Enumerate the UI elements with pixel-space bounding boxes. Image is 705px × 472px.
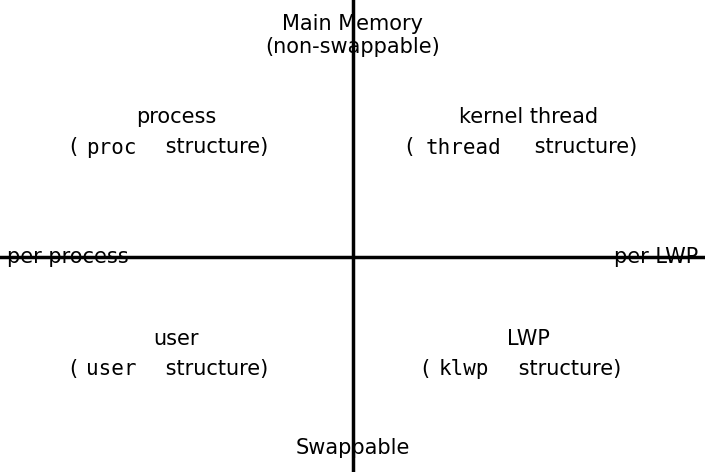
Text: per LWP: per LWP bbox=[613, 247, 698, 267]
Text: (: ( bbox=[422, 359, 430, 379]
Text: (: ( bbox=[69, 359, 78, 379]
Text: user: user bbox=[154, 329, 199, 349]
Text: structure): structure) bbox=[528, 137, 637, 158]
Text: thread: thread bbox=[426, 137, 501, 158]
Text: structure): structure) bbox=[159, 359, 269, 379]
Text: kernel thread: kernel thread bbox=[459, 107, 599, 127]
Text: structure): structure) bbox=[159, 137, 269, 158]
Text: process: process bbox=[136, 107, 216, 127]
Text: (: ( bbox=[69, 137, 78, 158]
Text: klwp: klwp bbox=[439, 359, 489, 379]
Text: Main Memory
(non-swappable): Main Memory (non-swappable) bbox=[265, 14, 440, 58]
Text: Swappable: Swappable bbox=[295, 438, 410, 458]
Text: (: ( bbox=[405, 137, 413, 158]
Text: LWP: LWP bbox=[508, 329, 550, 349]
Text: proc: proc bbox=[86, 137, 136, 158]
Text: user: user bbox=[86, 359, 136, 379]
Text: structure): structure) bbox=[512, 359, 621, 379]
Text: per process: per process bbox=[7, 247, 129, 267]
